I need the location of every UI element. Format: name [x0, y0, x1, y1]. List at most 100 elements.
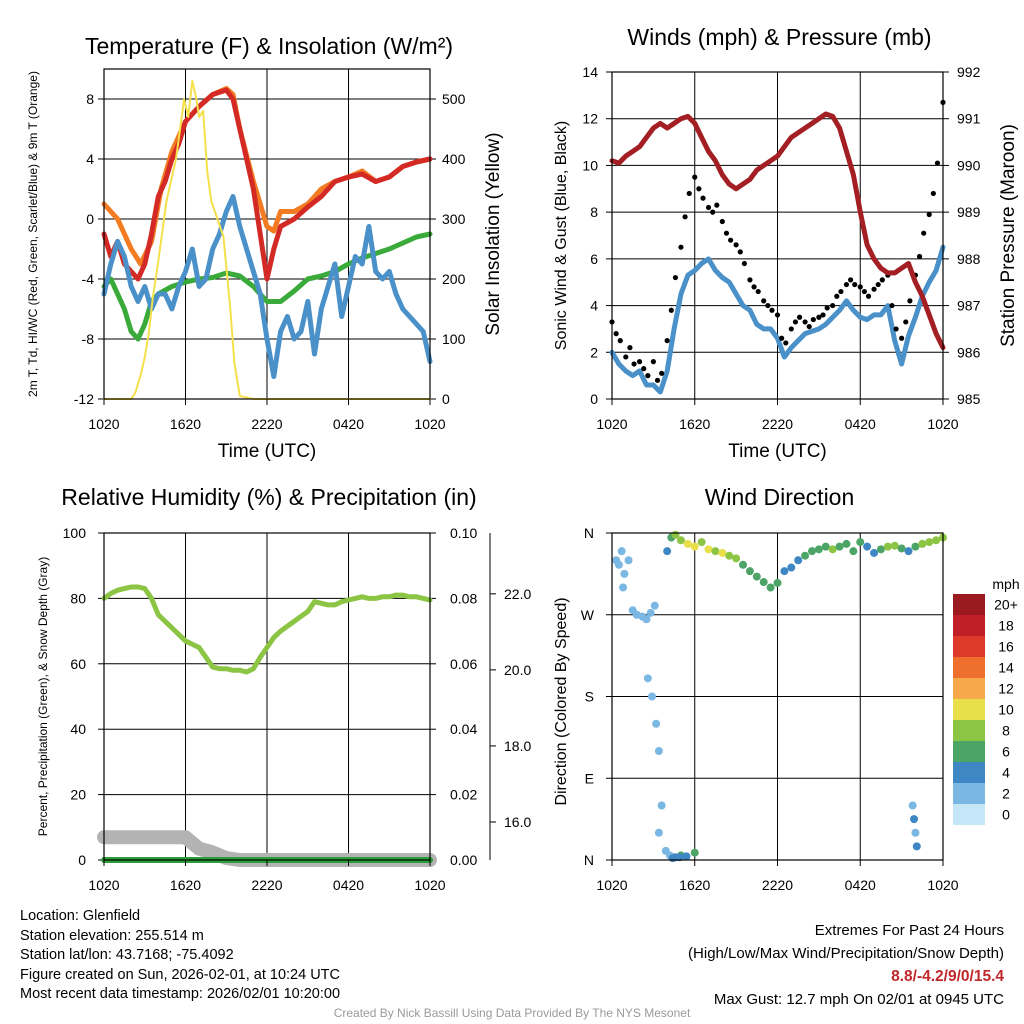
y2-axis-title: Station Pressure (Maroon): [998, 124, 1019, 347]
direction-point: [870, 548, 879, 557]
y3-tick-label: 16.0: [504, 814, 531, 830]
y-tick-label: W: [581, 607, 595, 623]
legend-label: 12: [998, 681, 1014, 697]
x-tick-label: 0420: [845, 416, 876, 432]
direction-point: [643, 674, 652, 683]
gust-point: [857, 284, 863, 290]
data-timestamp: Most recent data timestamp: 2026/02/01 1…: [20, 986, 341, 1002]
direction-point: [918, 539, 927, 548]
y-tick-label: -8: [82, 331, 95, 347]
y3-tick-label: 22.0: [504, 586, 531, 602]
gust-point: [820, 312, 826, 318]
y2-tick-label: 991: [957, 111, 981, 127]
y2-tick-label: 0: [442, 391, 450, 407]
temperature-panel: -12 -8 -4 0 4 8 0 100 200 300 400 500 1020 1620 2220 04…: [26, 33, 504, 462]
direction-point: [697, 538, 706, 547]
legend-label: 8: [1002, 723, 1010, 739]
gust-point: [852, 281, 858, 288]
gust-point: [765, 302, 771, 309]
direction-point: [657, 801, 666, 810]
y2-tick-label: 989: [957, 204, 981, 220]
winds-panel: 0 2 4 6 8 10 12 14 985 986 987 988 989 990 991 992 1020 1…: [553, 24, 1019, 462]
gust-point: [779, 335, 785, 341]
gust-point: [769, 307, 775, 313]
gust-point: [723, 230, 730, 236]
gust-point: [645, 373, 651, 379]
gust-point: [755, 288, 761, 295]
x-tick-label: 1020: [414, 416, 445, 432]
x-tick-label: 0420: [845, 877, 876, 893]
legend-swatch: [953, 594, 985, 615]
legend-label: 6: [1002, 744, 1010, 760]
y-tick-label: 10: [582, 157, 598, 173]
y-tick-label: 6: [590, 251, 598, 267]
gust-point: [751, 284, 757, 290]
y-axis-title: 2m T, Td, HI/WC (Red, Green, Scarlet/Blu…: [26, 71, 40, 397]
y3-tick-label: 20.0: [504, 662, 531, 678]
panel-title: Winds (mph) & Pressure (mb): [627, 24, 931, 50]
gust-point: [847, 277, 854, 283]
gust-point: [682, 214, 688, 220]
legend-swatch: [953, 762, 985, 783]
direction-point: [910, 815, 919, 824]
y2-tick-label: 200: [442, 271, 466, 287]
direction-point: [911, 542, 920, 551]
gust-point: [834, 293, 840, 299]
gust-point: [737, 249, 743, 255]
gust-point: [796, 314, 803, 320]
y-tick-label: N: [584, 525, 594, 541]
gust-point: [893, 326, 899, 332]
direction-point: [842, 539, 851, 548]
x-tick-label: 2220: [251, 877, 282, 893]
y2-tick-label: 0.10: [450, 525, 477, 541]
direction-point: [759, 578, 768, 587]
extremes-subtitle: (High/Low/Max Wind/Precipitation/Snow De…: [688, 945, 1004, 962]
y-tick-label: -12: [74, 391, 94, 407]
direction-point: [654, 747, 663, 755]
x-tick-label: 1020: [596, 416, 627, 432]
direction-point: [911, 828, 920, 837]
direction-point: [821, 542, 830, 551]
x-tick-label: 2220: [762, 877, 793, 893]
direction-point: [682, 852, 691, 861]
gust-point: [686, 190, 692, 197]
gust-point: [700, 195, 706, 201]
gust-point: [627, 345, 633, 351]
direction-point: [814, 545, 823, 554]
direction-point: [787, 563, 796, 572]
y-axis-title: Percent, Precipitation (Green), & Snow D…: [36, 557, 50, 836]
gust-point: [899, 335, 905, 341]
direction-point: [718, 548, 727, 557]
direction-point: [745, 567, 754, 576]
gust-point: [926, 211, 932, 218]
gust-point: [623, 354, 629, 360]
y-tick-label: 4: [590, 298, 598, 314]
legend-swatch: [953, 657, 985, 678]
gust-point: [879, 277, 885, 283]
direction-point: [766, 583, 775, 592]
y-tick-label: E: [585, 770, 594, 786]
direction-point: [856, 538, 865, 547]
gust-point: [774, 312, 781, 318]
gust-point: [916, 253, 923, 260]
direction-point: [828, 545, 837, 554]
extremes-values: 8.8/-4.2/9/0/15.4: [891, 968, 1004, 985]
gust-point: [668, 307, 674, 313]
direction-point: [794, 556, 803, 565]
direction-point: [690, 542, 699, 551]
gust-point: [714, 202, 720, 208]
direction-point: [663, 547, 672, 556]
legend-swatch: [953, 804, 985, 825]
x-tick-label: 1020: [88, 416, 119, 432]
extremes-info: Extremes For Past 24 Hours (High/Low/Max…: [688, 919, 1004, 1011]
x-tick-label: 1620: [170, 877, 201, 893]
direction-point: [676, 536, 685, 545]
direction-point: [807, 547, 816, 556]
legend-title: mph: [992, 576, 1019, 592]
gust-point: [696, 186, 702, 192]
gust-point: [824, 305, 830, 311]
figure-created: Figure created on Sun, 2026-02-01, at 10…: [20, 966, 340, 983]
direction-point: [704, 545, 713, 554]
gust-point: [934, 160, 941, 166]
